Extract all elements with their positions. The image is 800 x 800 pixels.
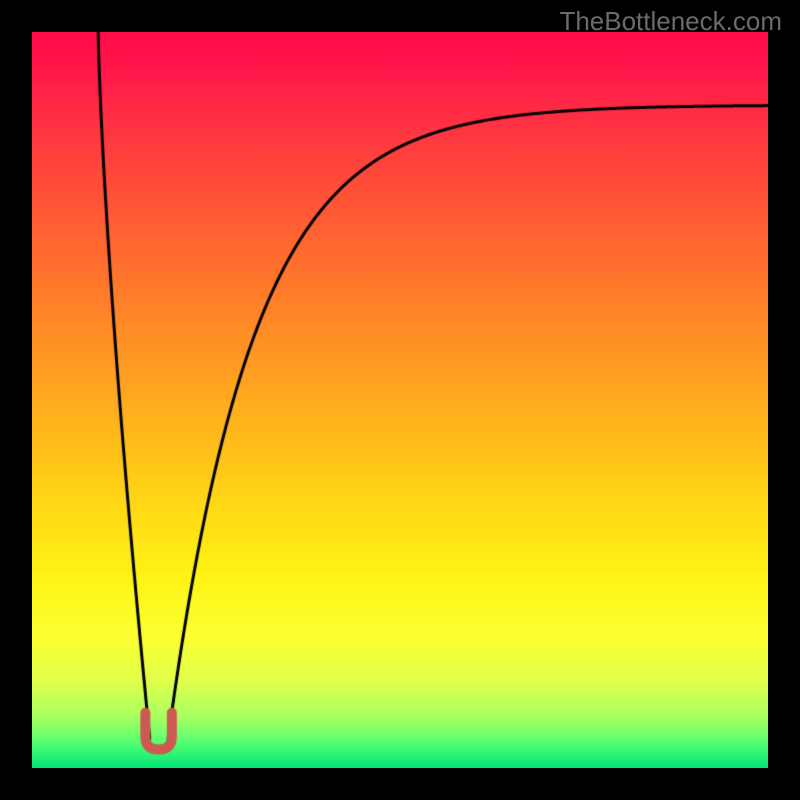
bottleneck-curve bbox=[32, 32, 768, 768]
source-watermark: TheBottleneck.com bbox=[559, 6, 782, 37]
chart-stage: TheBottleneck.com bbox=[0, 0, 800, 800]
plot-frame bbox=[32, 32, 768, 768]
